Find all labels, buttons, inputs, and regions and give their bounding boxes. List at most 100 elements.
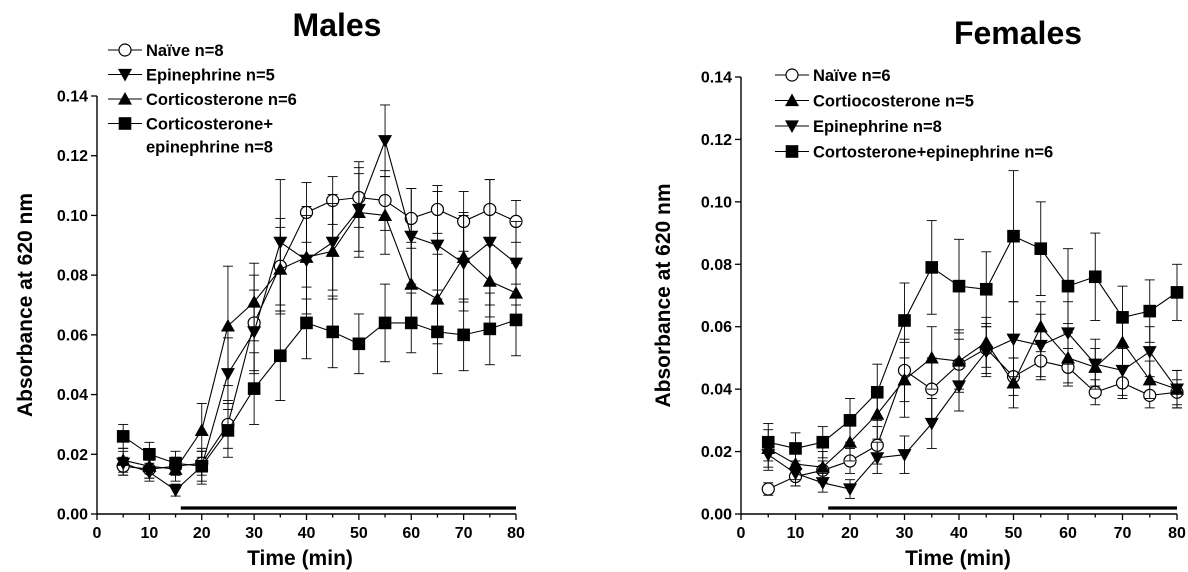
legend-marker: [118, 117, 132, 130]
data-point: [898, 314, 911, 327]
legend: Naïve n=6 Cortiocosterone n=5 Epinephrine …: [775, 67, 1053, 162]
series-3: [116, 283, 523, 485]
data-point: [274, 349, 287, 363]
series-line: [123, 139, 517, 491]
legend-entry-label: Epinephrine n=5: [146, 67, 275, 85]
x-tick-label: 20: [193, 525, 211, 542]
data-point: [1006, 375, 1021, 389]
data-point: [116, 430, 130, 443]
data-point: [897, 372, 912, 386]
y-tick-label: 0.08: [57, 268, 88, 285]
data-point: [788, 467, 803, 481]
chart-title: Females: [954, 15, 1082, 51]
data-point: [404, 316, 418, 330]
x-tick-label: 80: [507, 525, 525, 542]
x-tick-label: 70: [1114, 525, 1132, 542]
y-tick-label: 0.08: [701, 257, 732, 274]
legend-entry-label: epinephrine n=8: [146, 139, 273, 157]
males-panel: Males 0.00 0.02 0.04 0.06 0.08 0.10 0.12 0.14 0 10…: [14, 7, 525, 570]
y-tick-label: 0.00: [57, 507, 88, 524]
data-point: [378, 316, 392, 330]
data-point: [870, 385, 884, 399]
y-axis-label: Absorbance at 620 nm: [14, 193, 37, 417]
legend-marker: [785, 68, 799, 82]
data-point: [325, 244, 340, 257]
data-point: [1170, 383, 1184, 397]
y-tick-label: 0.14: [57, 89, 88, 106]
legend-entry-label: Naïve n=8: [146, 42, 224, 60]
data-point: [761, 435, 775, 449]
chart-title: Males: [293, 7, 382, 43]
data-point: [1115, 364, 1130, 378]
data-point: [351, 205, 366, 219]
x-tick-label: 20: [841, 525, 859, 542]
data-point: [404, 277, 419, 290]
data-point: [979, 282, 993, 296]
y-tick-label: 0.06: [701, 319, 732, 336]
data-point: [924, 350, 939, 364]
data-point: [924, 417, 939, 431]
data-point: [1061, 327, 1075, 340]
legend-entry-label: Cortiocosterone n=5: [813, 93, 974, 111]
legend-marker: [118, 43, 132, 57]
data-point: [509, 313, 523, 327]
y-tick-label: 0.12: [57, 148, 88, 165]
data-point: [815, 477, 830, 490]
series-line: [123, 196, 517, 470]
data-point: [789, 442, 802, 455]
data-point: [220, 318, 235, 332]
y-tick-label: 0.06: [57, 327, 88, 344]
x-tick-label: 70: [455, 525, 473, 542]
series-2: [761, 301, 1184, 499]
x-tick-label: 50: [1005, 525, 1023, 542]
x-tick-label: 80: [1168, 525, 1186, 542]
legend-marker: [118, 92, 132, 105]
x-tick-label: 30: [245, 525, 263, 542]
data-point: [1007, 229, 1020, 243]
data-point: [247, 382, 261, 395]
data-point: [1034, 242, 1048, 255]
data-point: [1006, 333, 1021, 347]
data-point: [482, 274, 497, 287]
females-panel: Females 0.00 0.02 0.04 0.06 0.08 0.10 0.12 0.14 0…: [652, 15, 1186, 570]
x-axis-label: Time (min): [247, 547, 353, 570]
series-0: [116, 167, 523, 479]
data-point: [1061, 279, 1075, 293]
data-point: [169, 456, 182, 470]
y-tick-label: 0.10: [701, 194, 732, 211]
data-point: [247, 295, 262, 308]
legend-marker: [785, 93, 799, 107]
x-tick-label: 40: [950, 525, 968, 542]
data-point: [273, 262, 288, 275]
y-tick-label: 0.02: [701, 444, 732, 461]
series-line: [122, 319, 517, 467]
data-point: [925, 261, 939, 274]
data-point: [482, 236, 497, 250]
data-point: [761, 482, 775, 496]
data-point: [431, 325, 444, 339]
y-tick-label: 0.04: [57, 387, 88, 404]
y-tick-label: 0.14: [701, 70, 732, 87]
data-point: [952, 354, 966, 367]
x-tick-label: 0: [93, 525, 102, 542]
legend-entry-label: Cortosterone+epinephrine n=6: [813, 144, 1053, 162]
data-point: [195, 459, 209, 473]
data-point: [457, 328, 470, 342]
data-point: [816, 435, 830, 449]
x-tick-label: 60: [402, 525, 420, 542]
x-tick-label: 40: [298, 525, 316, 542]
data-point: [843, 414, 857, 427]
data-point: [378, 135, 393, 148]
data-point: [1088, 358, 1103, 372]
data-point: [404, 230, 419, 244]
data-point: [378, 208, 393, 222]
data-point: [1033, 339, 1048, 353]
legend-entry-label: Naïve n=6: [813, 67, 891, 85]
x-tick-label: 10: [787, 525, 805, 542]
legend-entry-label: Corticosterone n=6: [146, 91, 297, 109]
legend-entry-label: Corticosterone+: [146, 116, 273, 134]
y-tick-label: 0.12: [701, 132, 732, 149]
y-tick-label: 0.00: [701, 507, 732, 524]
data-point: [430, 239, 445, 253]
